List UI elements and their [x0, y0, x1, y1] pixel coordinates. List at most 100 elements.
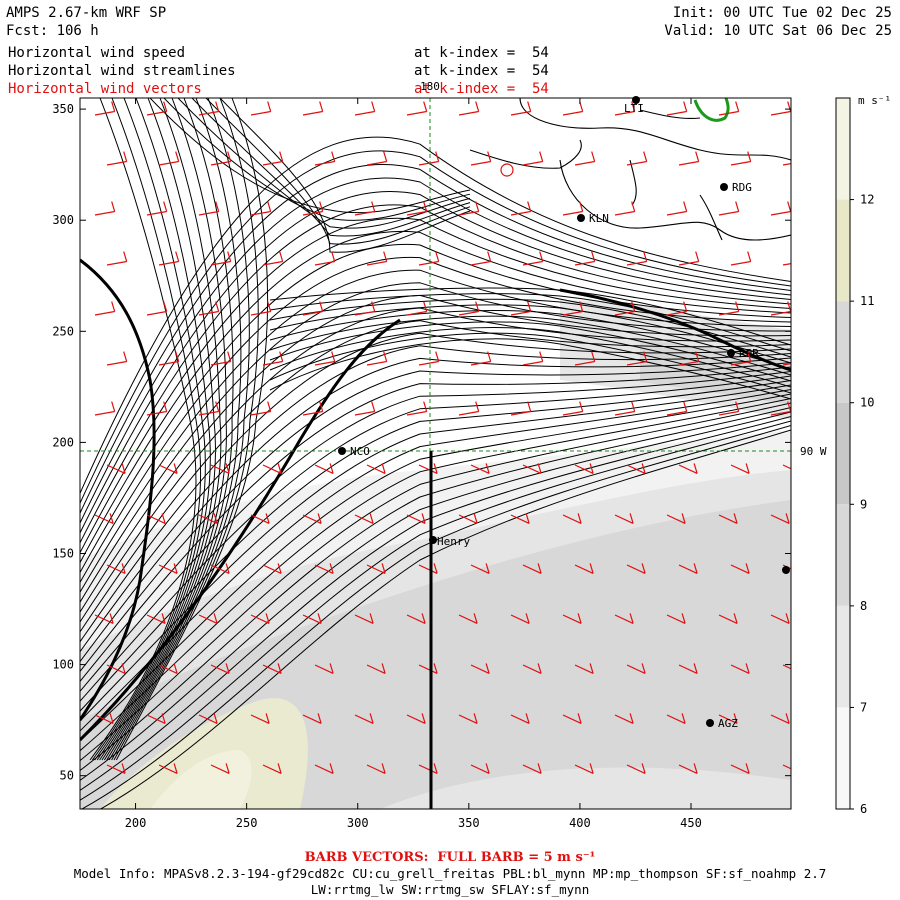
wind-barb-flag [421, 513, 426, 524]
wind-barb [626, 260, 647, 266]
colorbar-segment [836, 98, 850, 200]
y-tick-label: 50 [60, 769, 74, 783]
wind-barb-flag [433, 763, 438, 774]
wind-barb [418, 160, 439, 166]
wind-barb [158, 564, 178, 574]
wind-barb-flag [371, 201, 376, 212]
model-info-physics: LW:rrtmg_lw SW:rrtmg_sw SFLAY:sf_mynn [310, 882, 590, 897]
wind-barb-flag [798, 463, 801, 473]
wind-barb-flag [631, 201, 636, 212]
wind-barb-flag [433, 663, 438, 674]
wind-barb-flag [629, 513, 634, 524]
level-label-vectors: at k-index = 54 [414, 81, 549, 97]
valid-time: Valid: 10 UTC Sat 06 Dec 25 [664, 23, 892, 39]
wind-barb [626, 160, 647, 166]
wind-barb-flag [267, 401, 272, 412]
wind-barb [782, 262, 791, 266]
wind-barb [678, 464, 698, 474]
colorbar-tick-label: 6 [860, 802, 867, 816]
streamline [80, 366, 791, 682]
wind-barb-flag [423, 101, 428, 112]
wind-barb-flag [161, 513, 166, 524]
station-nco[interactable]: NCO [338, 445, 370, 458]
wind-barb [94, 210, 115, 216]
wind-barb [366, 664, 386, 674]
wind-barb [250, 410, 271, 416]
wind-barb [770, 614, 790, 624]
wind-barb-flag [641, 763, 646, 774]
wind-barb [470, 464, 490, 474]
wind-barb-flag [329, 563, 334, 574]
streamline [80, 407, 791, 771]
wind-barb [574, 360, 595, 366]
wind-barb [314, 260, 335, 266]
wind-barb-flag [163, 301, 168, 312]
wind-barb [406, 310, 427, 316]
streamline [80, 411, 791, 781]
wind-barb [458, 410, 479, 416]
x-tick-label: 450 [680, 816, 702, 830]
streamline [269, 287, 791, 346]
wind-barb-flag [317, 513, 322, 524]
wind-barb [250, 714, 270, 724]
wind-barb [262, 160, 283, 166]
wind-barb [678, 664, 698, 674]
wind-barb-flag [787, 201, 791, 212]
wind-barb-flag [589, 763, 594, 774]
station-henry[interactable]: Henry [429, 535, 470, 548]
wind-barb-flag [787, 101, 791, 112]
wind-barb-flag [735, 101, 740, 112]
wind-barb [302, 110, 323, 116]
wind-barb [626, 664, 646, 674]
wind-barb-flag [267, 101, 272, 112]
wind-barb-flag [111, 301, 116, 312]
wind-barb [522, 160, 543, 166]
wind-barb [146, 714, 166, 724]
x-tick-label: 250 [236, 816, 258, 830]
wind-barb [210, 564, 230, 574]
wind-barb-flag [331, 251, 336, 262]
wind-barb-flag [215, 101, 220, 112]
wind-barb-flag [227, 251, 232, 262]
wind-barb-flag [383, 151, 388, 162]
station-rpr[interactable]: RPR [727, 347, 759, 360]
station-rdg[interactable]: RDG [720, 181, 752, 194]
wind-barb-flag [123, 251, 128, 262]
wind-barb-flag [787, 401, 791, 412]
station-kln[interactable]: KLN [577, 212, 609, 225]
wind-barb [302, 410, 323, 416]
wind-barb [158, 764, 178, 774]
wind-barb-flag [421, 613, 426, 624]
wind-barb-flag [121, 463, 126, 474]
wind-barb-flag [109, 613, 114, 624]
wind-barb [666, 514, 686, 524]
wind-barb-flag [319, 201, 324, 212]
station-agz[interactable]: AGZ [706, 717, 738, 730]
wind-barb-flag [525, 513, 530, 524]
wind-barb [418, 360, 439, 366]
wind-barb-flag [173, 563, 178, 574]
wind-barb-flag [485, 463, 490, 474]
streamline [269, 315, 791, 376]
wind-barb-flag [641, 563, 646, 574]
wind-barb [562, 310, 583, 316]
wind-barb-flag [539, 251, 544, 262]
wind-barb-flag [683, 201, 688, 212]
wind-barbs [94, 101, 801, 774]
wind-barb-flag [785, 713, 790, 724]
map-frame [79, 97, 792, 810]
meridian-label: 180 [420, 80, 440, 93]
wind-barb-flag [693, 763, 698, 774]
wind-barb-flag [525, 713, 530, 724]
wind-barb-flag [527, 101, 532, 112]
wind-barb-flag [173, 663, 178, 674]
wind-barb-flag [109, 513, 114, 524]
station-unnamed[interactable] [782, 566, 790, 574]
wind-barb-flag [537, 663, 542, 674]
streamline [111, 98, 250, 761]
wind-barb-flag [798, 663, 801, 673]
wind-barb-flag [163, 401, 168, 412]
wind-barb [302, 310, 323, 316]
wind-barb-flag [329, 663, 334, 674]
wind-barb-flag [473, 713, 478, 724]
